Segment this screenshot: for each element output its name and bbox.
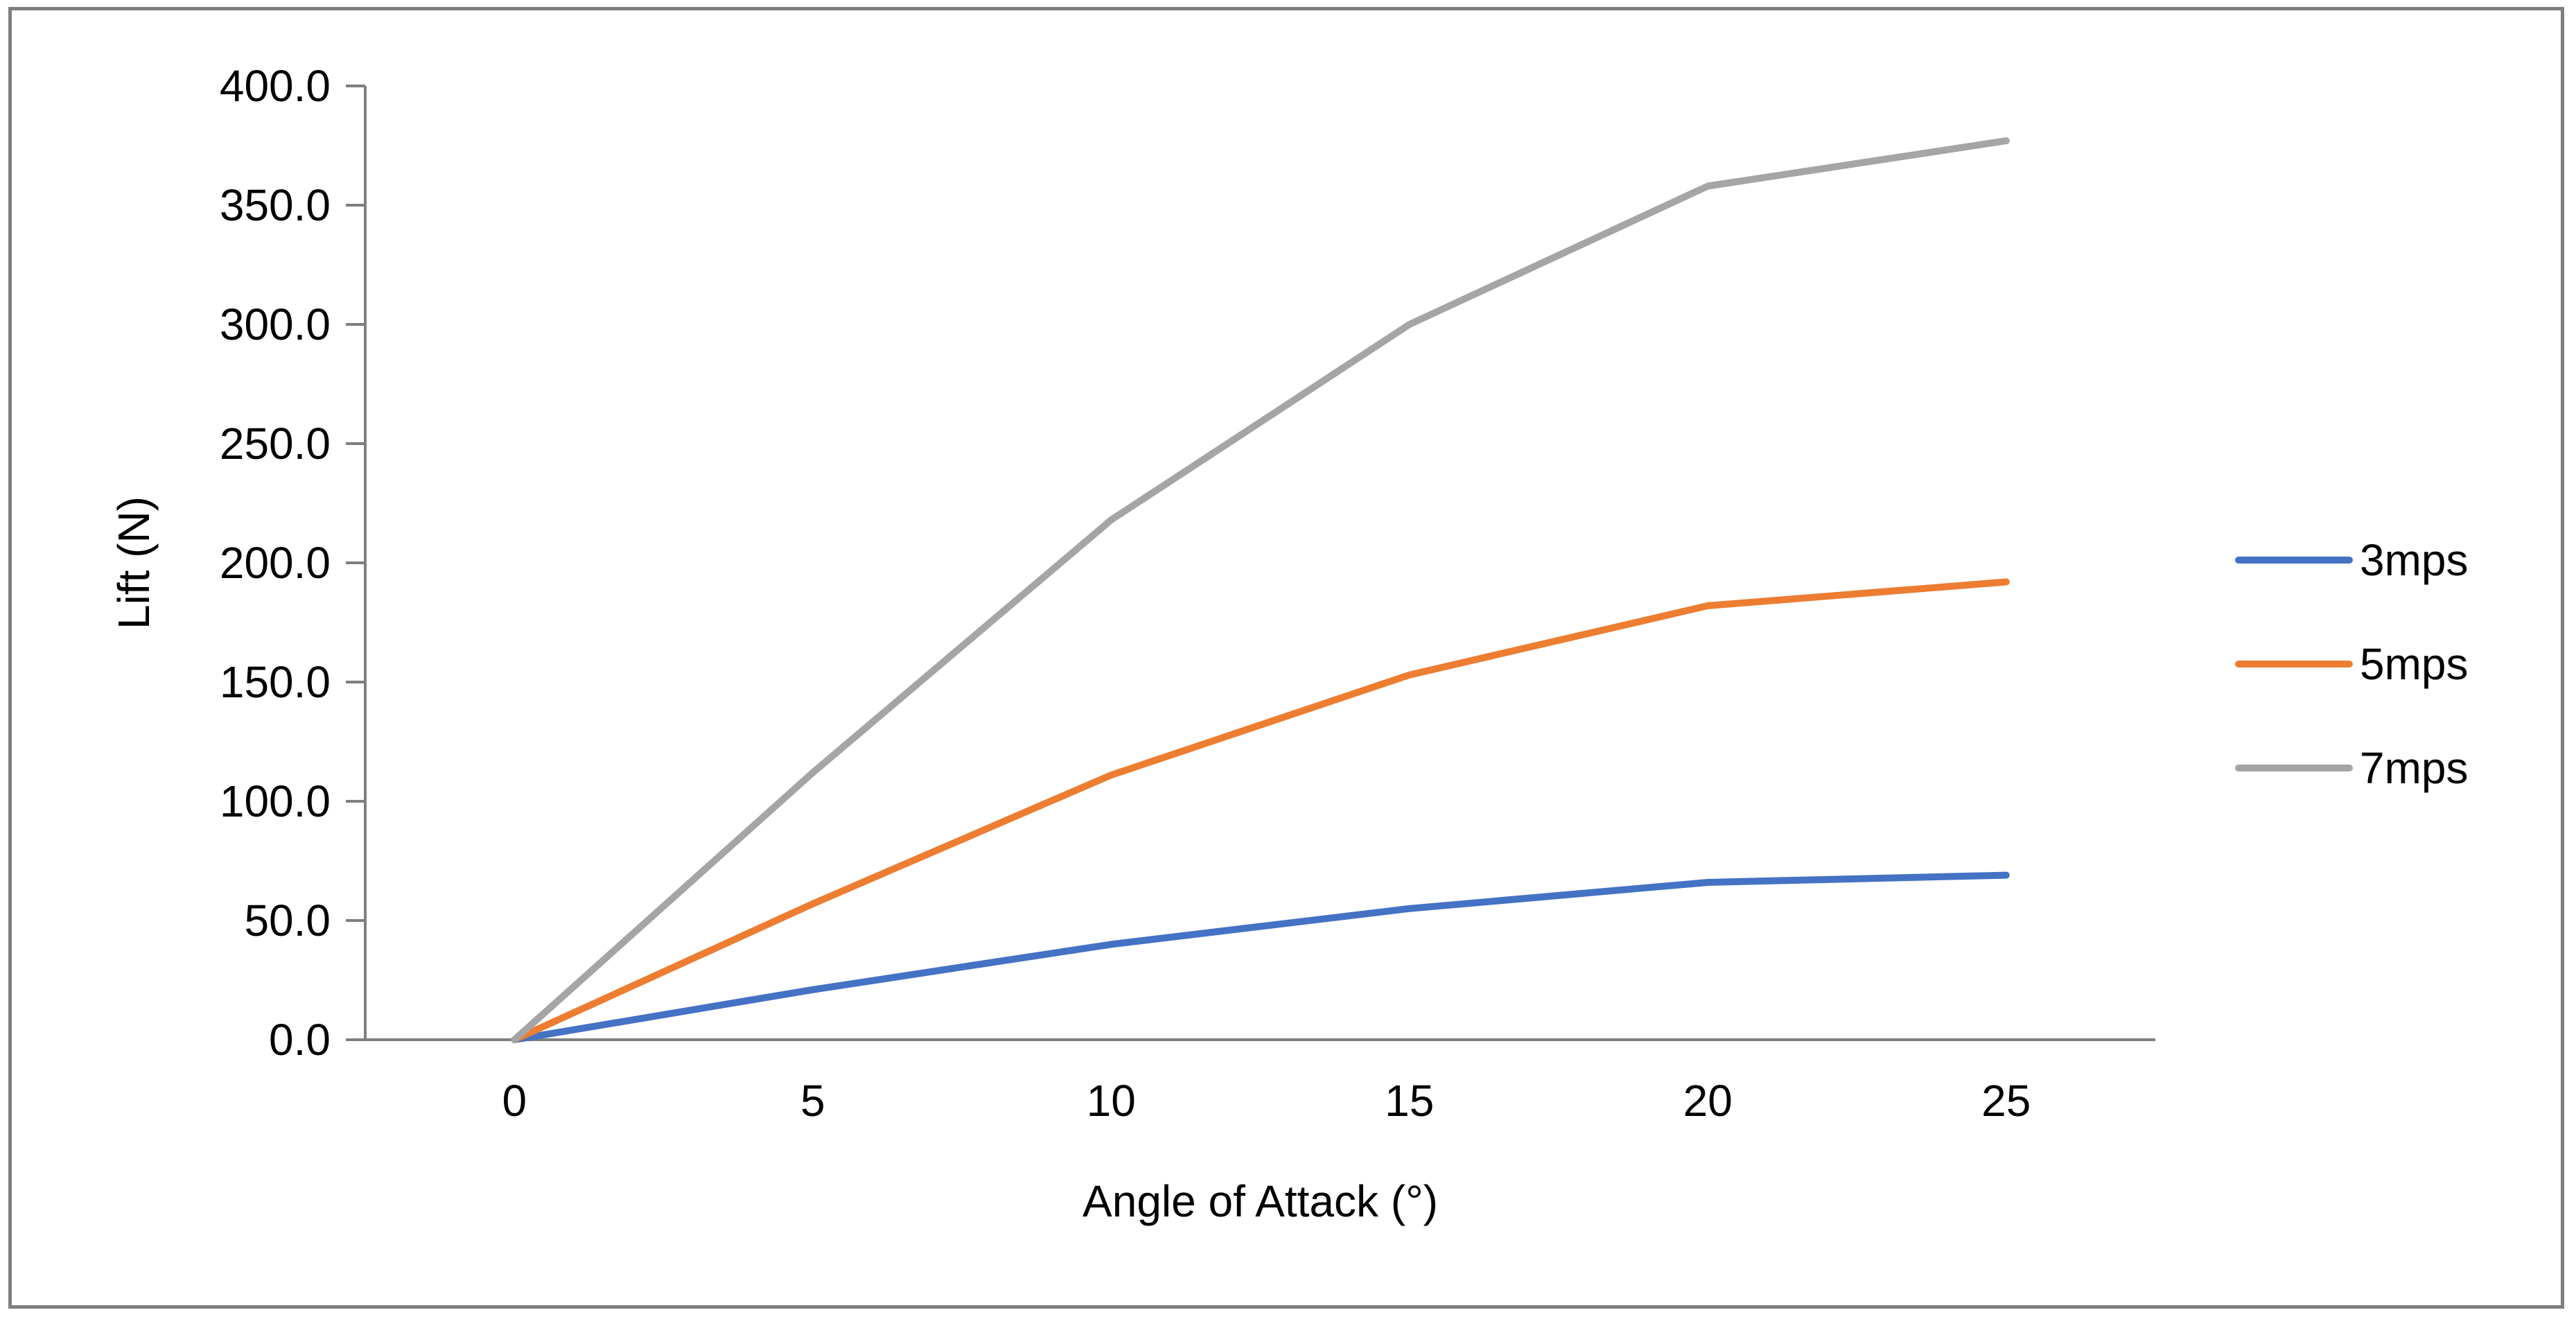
- data-point-5mps: [1704, 602, 1712, 609]
- y-tick-label: 100.0: [220, 776, 331, 826]
- series-layer: [511, 137, 2010, 1043]
- data-point-7mps: [2002, 137, 2010, 145]
- x-tick-label: 0: [502, 1076, 527, 1126]
- y-axis-title: Lift (N): [109, 496, 159, 629]
- data-point-5mps: [1405, 671, 1413, 679]
- y-tick-label: 250.0: [220, 419, 331, 469]
- data-point-5mps: [1107, 771, 1115, 779]
- legend-label-5mps: 5mps: [2360, 639, 2469, 689]
- data-point-5mps: [2002, 578, 2010, 586]
- data-point-7mps: [511, 1036, 518, 1043]
- y-tick-label: 400.0: [220, 61, 331, 111]
- data-point-3mps: [2002, 871, 2010, 879]
- x-tick-label: 5: [800, 1076, 825, 1126]
- y-tick-label: 150.0: [220, 657, 331, 707]
- data-point-7mps: [1405, 321, 1413, 328]
- x-tick-label: 15: [1385, 1076, 1434, 1126]
- axes-layer: 0.0 50.0 100.0 150.0 200.0 250.0 300.0 350.0 400…: [220, 61, 2155, 1126]
- series-line-7mps: [511, 137, 2010, 1043]
- y-tick-label: 350.0: [220, 180, 331, 230]
- legend-label-3mps: 3mps: [2360, 535, 2469, 585]
- series-line-3mps: [511, 871, 2010, 1043]
- data-point-3mps: [1107, 941, 1115, 948]
- x-axis-title: Angle of Attack (°): [1083, 1176, 1438, 1226]
- data-point-3mps: [1704, 878, 1712, 886]
- series-line-5mps: [511, 578, 2010, 1043]
- y-tick-label: 300.0: [220, 299, 331, 349]
- x-tick-label: 25: [1981, 1076, 2031, 1126]
- y-tick-label: 0.0: [269, 1015, 331, 1065]
- x-tick-label: 10: [1087, 1076, 1136, 1126]
- x-tick-label: 20: [1683, 1076, 1733, 1126]
- data-point-7mps: [1704, 182, 1712, 190]
- data-point-3mps: [1405, 905, 1413, 912]
- y-tick-label: 50.0: [244, 896, 331, 945]
- chart-frame: [8, 7, 2564, 1309]
- data-point-3mps: [809, 986, 816, 993]
- data-point-5mps: [809, 900, 816, 907]
- legend-label-7mps: 7mps: [2360, 743, 2469, 793]
- data-point-7mps: [809, 769, 816, 776]
- y-tick-label: 200.0: [220, 538, 331, 588]
- legend: 3mps 5mps 7mps: [2235, 535, 2469, 793]
- data-point-7mps: [1107, 516, 1115, 524]
